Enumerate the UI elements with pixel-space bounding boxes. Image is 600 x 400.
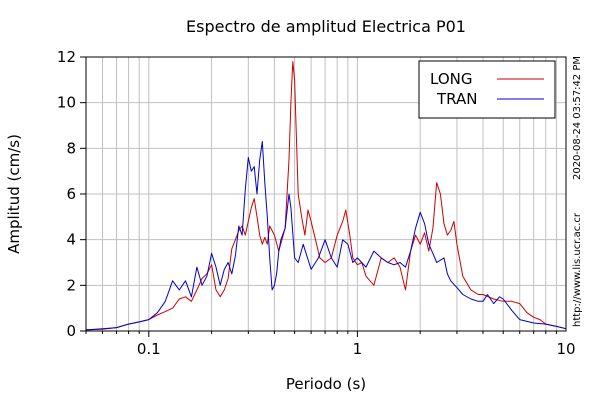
legend: LONG TRAN <box>418 60 556 119</box>
timestamp-label: 2020-08-24 03:57:42 PM <box>572 56 583 180</box>
axes: 0 2 4 6 8 10 12 0.1 1 10 <box>57 48 576 358</box>
x-tick-label: 10 <box>556 340 575 358</box>
x-axis-label: Periodo (s) <box>286 375 366 393</box>
series-line-tran <box>85 141 567 331</box>
x-tick-label: 1 <box>353 340 363 358</box>
series-line-long <box>85 61 567 331</box>
y-tick-label: 8 <box>66 139 76 157</box>
chart-title: Espectro de amplitud Electrica P01 <box>186 17 466 36</box>
legend-label-long: LONG <box>430 70 472 88</box>
plot-frame <box>85 56 567 332</box>
website-label: http://www.lis.ucr.ac.cr <box>572 212 583 327</box>
legend-box <box>418 60 556 119</box>
y-tick-label: 12 <box>57 48 76 66</box>
y-tick-label: 2 <box>66 276 76 294</box>
y-axis-label: Amplitud (cm/s) <box>5 134 23 254</box>
y-tick-label: 0 <box>66 322 76 340</box>
x-tick-label: 0.1 <box>137 340 161 358</box>
series-lines <box>85 61 567 331</box>
legend-label-tran: TRAN <box>436 90 477 108</box>
y-tick-label: 4 <box>66 231 76 249</box>
y-tick-label: 10 <box>57 94 76 112</box>
y-tick-label: 6 <box>66 185 76 203</box>
